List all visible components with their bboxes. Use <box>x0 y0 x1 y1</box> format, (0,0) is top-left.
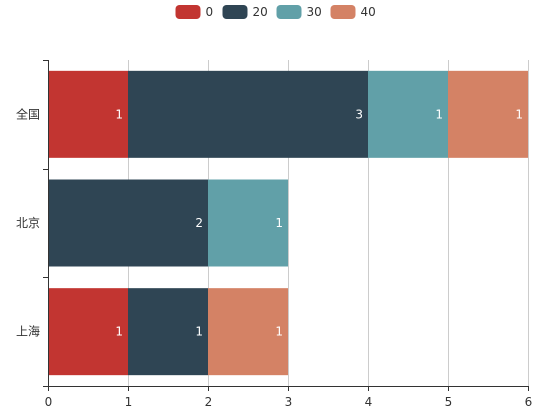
bar-value-label: 1 <box>195 325 203 339</box>
x-axis-tick-label: 6 <box>525 395 533 409</box>
bar-全国-series-0[interactable] <box>48 70 128 158</box>
legend: 0 20 30 40 <box>175 5 376 19</box>
legend-swatch <box>175 5 201 19</box>
bar-上海-series-40[interactable] <box>208 288 288 376</box>
legend-swatch <box>330 5 356 19</box>
legend-label: 30 <box>307 5 322 19</box>
legend-item-20[interactable]: 20 <box>222 5 268 19</box>
bar-value-label: 1 <box>275 216 283 230</box>
x-axis-tick-label: 2 <box>205 395 213 409</box>
legend-swatch <box>222 5 248 19</box>
legend-label: 20 <box>253 5 268 19</box>
x-axis-tick-label: 4 <box>365 395 373 409</box>
x-axis-tick-label: 0 <box>45 395 53 409</box>
legend-swatch <box>276 5 302 19</box>
bar-全国-series-30[interactable] <box>368 70 448 158</box>
legend-label: 0 <box>206 5 214 19</box>
bar-value-label: 1 <box>435 107 443 121</box>
bar-value-label: 1 <box>115 325 123 339</box>
legend-item-0[interactable]: 0 <box>175 5 214 19</box>
bar-全国-series-40[interactable] <box>448 70 528 158</box>
legend-item-30[interactable]: 30 <box>276 5 322 19</box>
bar-全国-series-20[interactable] <box>128 70 368 158</box>
bars: 1 3 1 1 2 1 1 1 1 <box>48 70 528 376</box>
bar-value-label: 1 <box>515 107 523 121</box>
bar-value-label: 1 <box>275 325 283 339</box>
y-axis-category-label: 上海 <box>16 324 40 339</box>
x-axis-tick-label: 3 <box>285 395 293 409</box>
legend-label: 40 <box>361 5 376 19</box>
bar-上海-series-0[interactable] <box>48 288 128 376</box>
x-axis-tick-label: 1 <box>125 395 133 409</box>
legend-item-40[interactable]: 40 <box>330 5 376 19</box>
y-axis-category-label: 北京 <box>16 216 40 230</box>
bar-上海-series-20[interactable] <box>128 288 208 376</box>
bar-value-label: 3 <box>355 107 363 121</box>
bar-北京-series-30[interactable] <box>208 179 288 267</box>
bar-value-label: 1 <box>115 107 123 121</box>
y-axis-category-label: 全国 <box>16 106 40 121</box>
bar-北京-series-20[interactable] <box>48 179 208 267</box>
bar-value-label: 2 <box>195 216 203 230</box>
x-axis-tick-label: 5 <box>445 395 453 409</box>
